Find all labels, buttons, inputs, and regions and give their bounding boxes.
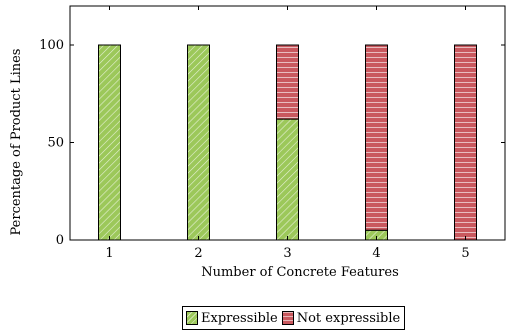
bar-segment-not-expressible — [454, 44, 477, 241]
x-tick-label: 2 — [194, 246, 202, 261]
y-tick-label: 0 — [56, 233, 64, 248]
bar-segment-expressible — [98, 44, 121, 241]
legend: Expressible Not expressible — [182, 306, 406, 330]
bar-segment-not-expressible — [365, 44, 388, 231]
legend-label-expressible: Expressible — [201, 310, 278, 326]
bar-segment-expressible — [187, 44, 210, 241]
bar-segment-expressible — [276, 118, 299, 241]
y-tick-label: 50 — [47, 136, 64, 151]
x-axis-label: Number of Concrete Features — [201, 265, 399, 280]
plot-area: 0 50 100 1 2 3 4 5 — [39, 5, 506, 261]
legend-swatch-expressible — [186, 311, 198, 325]
x-tick-label: 4 — [372, 246, 380, 261]
legend-swatch-not-expressible — [281, 311, 294, 325]
bar-segment-not-expressible — [276, 44, 299, 120]
y-axis-label: Percentage of Product Lines — [9, 49, 24, 236]
legend-label-not-expressible: Not expressible — [296, 310, 401, 326]
x-tick-label: 1 — [105, 246, 113, 261]
x-tick-label: 5 — [461, 246, 469, 261]
y-tick-label: 100 — [39, 38, 64, 53]
legend-entry-expressible: Expressible — [186, 311, 278, 326]
legend-entry-not-expressible: Not expressible — [281, 310, 401, 326]
x-tick-label: 3 — [283, 246, 291, 261]
